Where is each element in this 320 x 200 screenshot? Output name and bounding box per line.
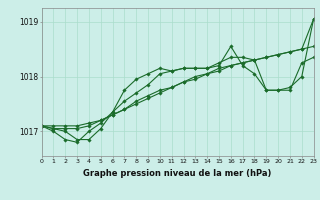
X-axis label: Graphe pression niveau de la mer (hPa): Graphe pression niveau de la mer (hPa): [84, 169, 272, 178]
